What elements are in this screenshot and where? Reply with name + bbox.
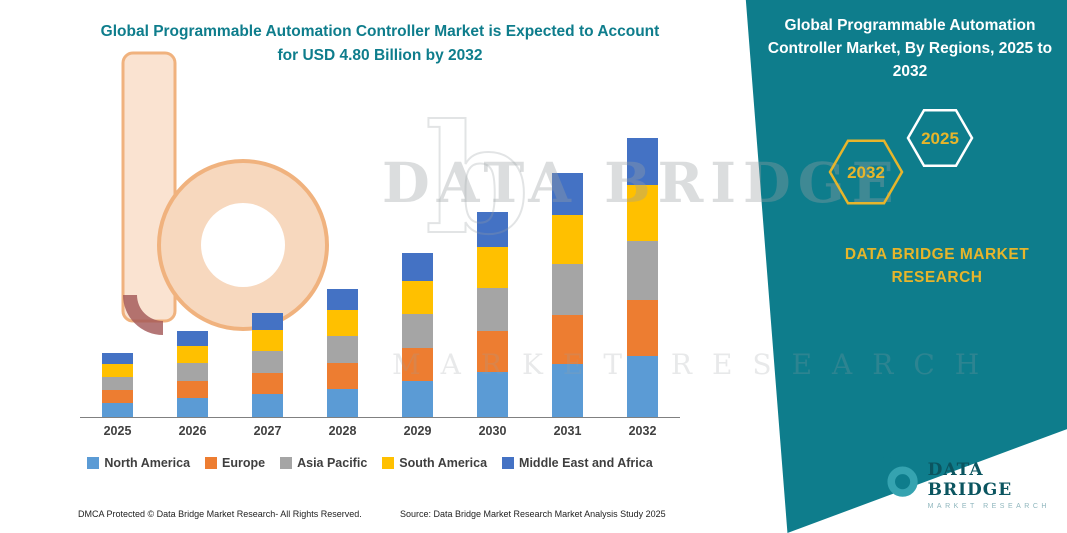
- legend-label: North America: [104, 456, 191, 470]
- segment-middle-east-and-africa: [327, 289, 358, 310]
- x-tick-2027: 2027: [253, 424, 282, 438]
- legend-item-asia-pacific: Asia Pacific: [280, 456, 367, 470]
- dmca-notice: DMCA Protected © Data Bridge Market Rese…: [78, 509, 362, 519]
- x-tick-2031: 2031: [553, 424, 582, 438]
- segment-south-america: [552, 215, 583, 264]
- segment-europe: [477, 331, 508, 372]
- legend-label: Middle East and Africa: [519, 456, 653, 470]
- segment-asia-pacific: [552, 264, 583, 315]
- segment-europe: [102, 390, 133, 403]
- page-title: Global Programmable Automation Controlle…: [55, 20, 705, 68]
- page-title-line2: for USD 4.80 Billion by 2032: [277, 47, 483, 64]
- x-tick-2025: 2025: [103, 424, 132, 438]
- x-tick-2029: 2029: [403, 424, 432, 438]
- page-title-line1: Global Programmable Automation Controlle…: [100, 23, 660, 40]
- side-panel-title: Global Programmable Automation Controlle…: [767, 17, 1053, 80]
- segment-asia-pacific: [402, 314, 433, 348]
- segment-north-america: [177, 398, 208, 417]
- bar-2030: [477, 212, 508, 417]
- source-note: Source: Data Bridge Market Research Mark…: [400, 509, 666, 519]
- x-tick-2028: 2028: [328, 424, 357, 438]
- legend-swatch: [382, 457, 395, 469]
- segment-north-america: [402, 381, 433, 417]
- legend-swatch: [280, 457, 293, 469]
- segment-middle-east-and-africa: [477, 212, 508, 247]
- badge-2025-label: 2025: [921, 129, 959, 148]
- legend-item-south-america: South America: [382, 456, 487, 470]
- legend-label: Europe: [222, 456, 266, 470]
- legend-label: South America: [399, 456, 488, 470]
- legend-label: Asia Pacific: [297, 456, 368, 470]
- segment-south-america: [102, 364, 133, 377]
- hexagon-2032: [828, 139, 904, 205]
- segment-south-america: [177, 346, 208, 363]
- segment-asia-pacific: [252, 351, 283, 373]
- segment-middle-east-and-africa: [627, 138, 658, 185]
- segment-europe: [552, 315, 583, 364]
- segment-north-america: [627, 356, 658, 417]
- segment-asia-pacific: [327, 336, 358, 363]
- segment-south-america: [252, 330, 283, 351]
- segment-middle-east-and-africa: [177, 331, 208, 346]
- segment-europe: [327, 363, 358, 389]
- segment-europe: [627, 300, 658, 356]
- segment-middle-east-and-africa: [252, 313, 283, 330]
- segment-asia-pacific: [177, 363, 208, 381]
- plot-area: [80, 127, 680, 418]
- bar-2028: [327, 289, 358, 417]
- brand-name: DATA BRIDGE MARKET RESEARCH: [844, 246, 1030, 286]
- dbmr-logo-icon: [882, 456, 918, 497]
- year-badges: 2032 2025: [828, 109, 974, 205]
- dbmr-logo-sub: MARKET RESEARCH: [927, 503, 1050, 510]
- legend-swatch: [205, 457, 218, 469]
- dbmr-logo-texts: DATA BRIDGE MARKET RESEARCH: [928, 452, 1067, 510]
- segment-europe: [177, 381, 208, 398]
- legend-item-europe: Europe: [205, 456, 265, 470]
- segment-south-america: [327, 310, 358, 336]
- legend-swatch: [87, 457, 100, 469]
- x-tick-2026: 2026: [178, 424, 207, 438]
- dbmr-logo: DATA BRIDGE MARKET RESEARCH: [878, 452, 1067, 510]
- x-axis-labels: 2025 2026 2027 2028 2029 2030 2031 2032: [80, 424, 680, 438]
- legend-swatch: [502, 457, 515, 469]
- segment-north-america: [477, 372, 508, 417]
- segment-middle-east-and-africa: [102, 353, 133, 364]
- x-tick-2032: 2032: [628, 424, 657, 438]
- segment-europe: [402, 348, 433, 381]
- segment-north-america: [252, 394, 283, 417]
- segment-asia-pacific: [477, 288, 508, 331]
- segment-south-america: [477, 247, 508, 288]
- segment-north-america: [102, 403, 133, 417]
- legend: North America Europe Asia Pacific South Ame…: [40, 456, 700, 470]
- bar-2025: [102, 353, 133, 417]
- bar-2027: [252, 313, 283, 417]
- bar-2026: [177, 331, 208, 417]
- segment-middle-east-and-africa: [402, 253, 433, 281]
- bar-2032: [627, 138, 658, 417]
- bar-2029: [402, 253, 433, 417]
- segment-north-america: [327, 389, 358, 417]
- x-tick-2030: 2030: [478, 424, 507, 438]
- legend-item-middle-east-and-africa: Middle East and Africa: [502, 456, 653, 470]
- segment-middle-east-and-africa: [552, 173, 583, 215]
- segment-europe: [252, 373, 283, 394]
- segment-south-america: [627, 185, 658, 241]
- dbmr-logo-name: DATA BRIDGE: [927, 460, 1013, 500]
- bar-2031: [552, 173, 583, 417]
- segment-asia-pacific: [102, 377, 133, 390]
- segment-asia-pacific: [627, 241, 658, 300]
- legend-item-north-america: North America: [87, 456, 190, 470]
- hexagon-2025: [906, 109, 974, 167]
- badge-2032-label: 2032: [847, 163, 885, 182]
- segment-north-america: [552, 364, 583, 417]
- segment-south-america: [402, 281, 433, 314]
